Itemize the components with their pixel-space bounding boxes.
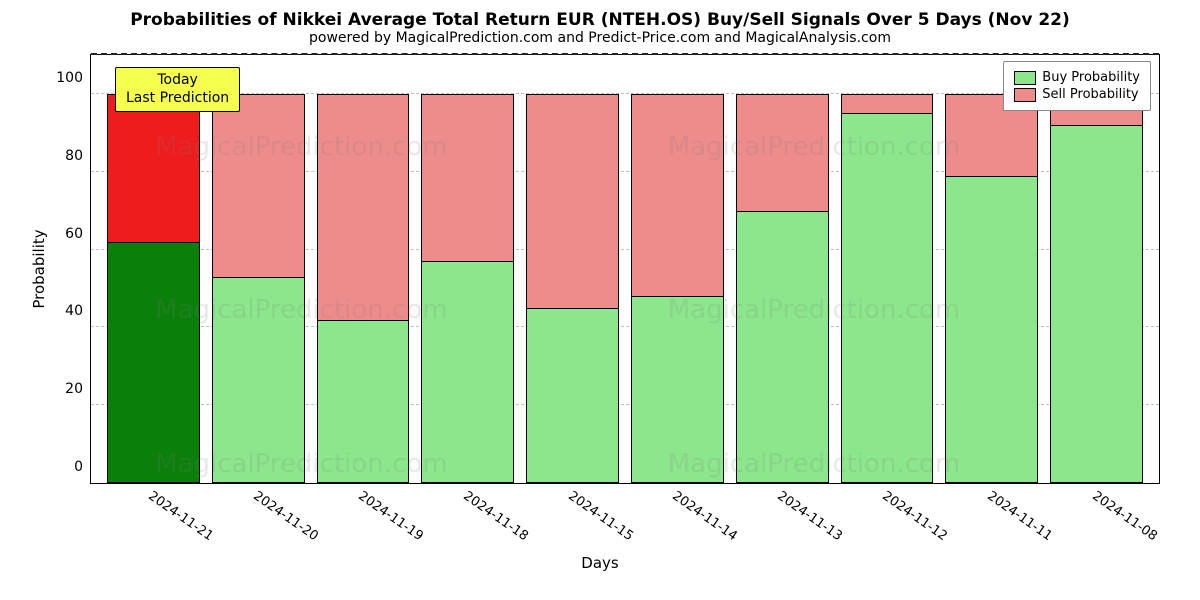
legend-item-sell: Sell Probability: [1014, 87, 1140, 102]
chart-title: Probabilities of Nikkei Average Total Re…: [20, 10, 1180, 30]
bar-stack: [526, 94, 619, 483]
bar-group: 2024-11-15: [526, 55, 619, 483]
y-tick-label: 20: [65, 381, 91, 397]
bar-stack: [841, 94, 934, 483]
bar-group: 2024-11-13: [736, 55, 829, 483]
bar-segment-buy: [212, 277, 305, 483]
bar-segment-sell: [421, 94, 514, 261]
bar-segment-buy: [1050, 125, 1143, 483]
bar-segment-buy: [841, 113, 934, 483]
bar-group: 2024-11-21: [107, 55, 200, 483]
bar-segment-buy: [107, 242, 200, 483]
plot-area: Probability 020406080100 MagicalPredicti…: [90, 54, 1160, 484]
legend-swatch-buy: [1014, 71, 1036, 85]
bar-group: 2024-11-08: [1050, 55, 1143, 483]
bar-segment-buy: [526, 308, 619, 483]
x-tick-label: 2024-11-12: [879, 489, 950, 545]
y-tick-label: 80: [65, 148, 91, 164]
bar-segment-buy: [421, 261, 514, 483]
x-axis-label: Days: [20, 554, 1180, 572]
y-axis-label: Probability: [30, 229, 48, 308]
bar-group: 2024-11-20: [212, 55, 305, 483]
y-tick-label: 60: [65, 226, 91, 242]
x-tick-label: 2024-11-14: [670, 489, 741, 545]
bar-segment-sell: [841, 94, 934, 113]
y-tick-label: 0: [74, 459, 91, 475]
bar-stack: [421, 94, 514, 483]
bar-segment-sell: [107, 94, 200, 242]
bar-segment-sell: [736, 94, 829, 211]
chart-container: Probabilities of Nikkei Average Total Re…: [0, 0, 1200, 600]
x-tick-label: 2024-11-18: [460, 489, 531, 545]
x-tick-label: 2024-11-13: [775, 489, 846, 545]
bar-stack: [736, 94, 829, 483]
bar-group: 2024-11-19: [317, 55, 410, 483]
bar-segment-sell: [212, 94, 305, 277]
today-annotation: TodayLast Prediction: [115, 67, 240, 112]
bar-stack: [631, 94, 724, 483]
legend-item-buy: Buy Probability: [1014, 70, 1140, 85]
bar-stack: [1050, 94, 1143, 483]
bar-stack: [107, 94, 200, 483]
chart-subtitle: powered by MagicalPrediction.com and Pre…: [20, 30, 1180, 46]
x-tick-label: 2024-11-15: [565, 489, 636, 545]
legend-swatch-sell: [1014, 88, 1036, 102]
bar-segment-buy: [631, 296, 724, 483]
bar-stack: [317, 94, 410, 483]
legend: Buy Probability Sell Probability: [1003, 61, 1151, 111]
legend-label-sell: Sell Probability: [1042, 87, 1138, 102]
bar-segment-buy: [736, 211, 829, 483]
y-tick-label: 40: [65, 303, 91, 319]
bar-stack: [212, 94, 305, 483]
bar-segment-sell: [631, 94, 724, 296]
y-tick-label: 100: [56, 70, 91, 86]
bar-group: 2024-11-18: [421, 55, 514, 483]
x-tick-label: 2024-11-08: [1089, 489, 1160, 545]
bar-segment-buy: [945, 176, 1038, 483]
bar-stack: [945, 94, 1038, 483]
bar-segment-buy: [317, 320, 410, 483]
x-tick-label: 2024-11-19: [355, 489, 426, 545]
x-tick-label: 2024-11-11: [984, 489, 1055, 545]
bar-segment-sell: [526, 94, 619, 308]
x-tick-label: 2024-11-21: [146, 489, 217, 545]
bars-container: 2024-11-212024-11-202024-11-192024-11-18…: [91, 55, 1159, 483]
bar-segment-sell: [317, 94, 410, 320]
bar-group: 2024-11-12: [841, 55, 934, 483]
bar-group: 2024-11-11: [945, 55, 1038, 483]
reference-line: [91, 53, 1159, 55]
x-tick-label: 2024-11-20: [251, 489, 322, 545]
bar-group: 2024-11-14: [631, 55, 724, 483]
legend-label-buy: Buy Probability: [1042, 70, 1140, 85]
